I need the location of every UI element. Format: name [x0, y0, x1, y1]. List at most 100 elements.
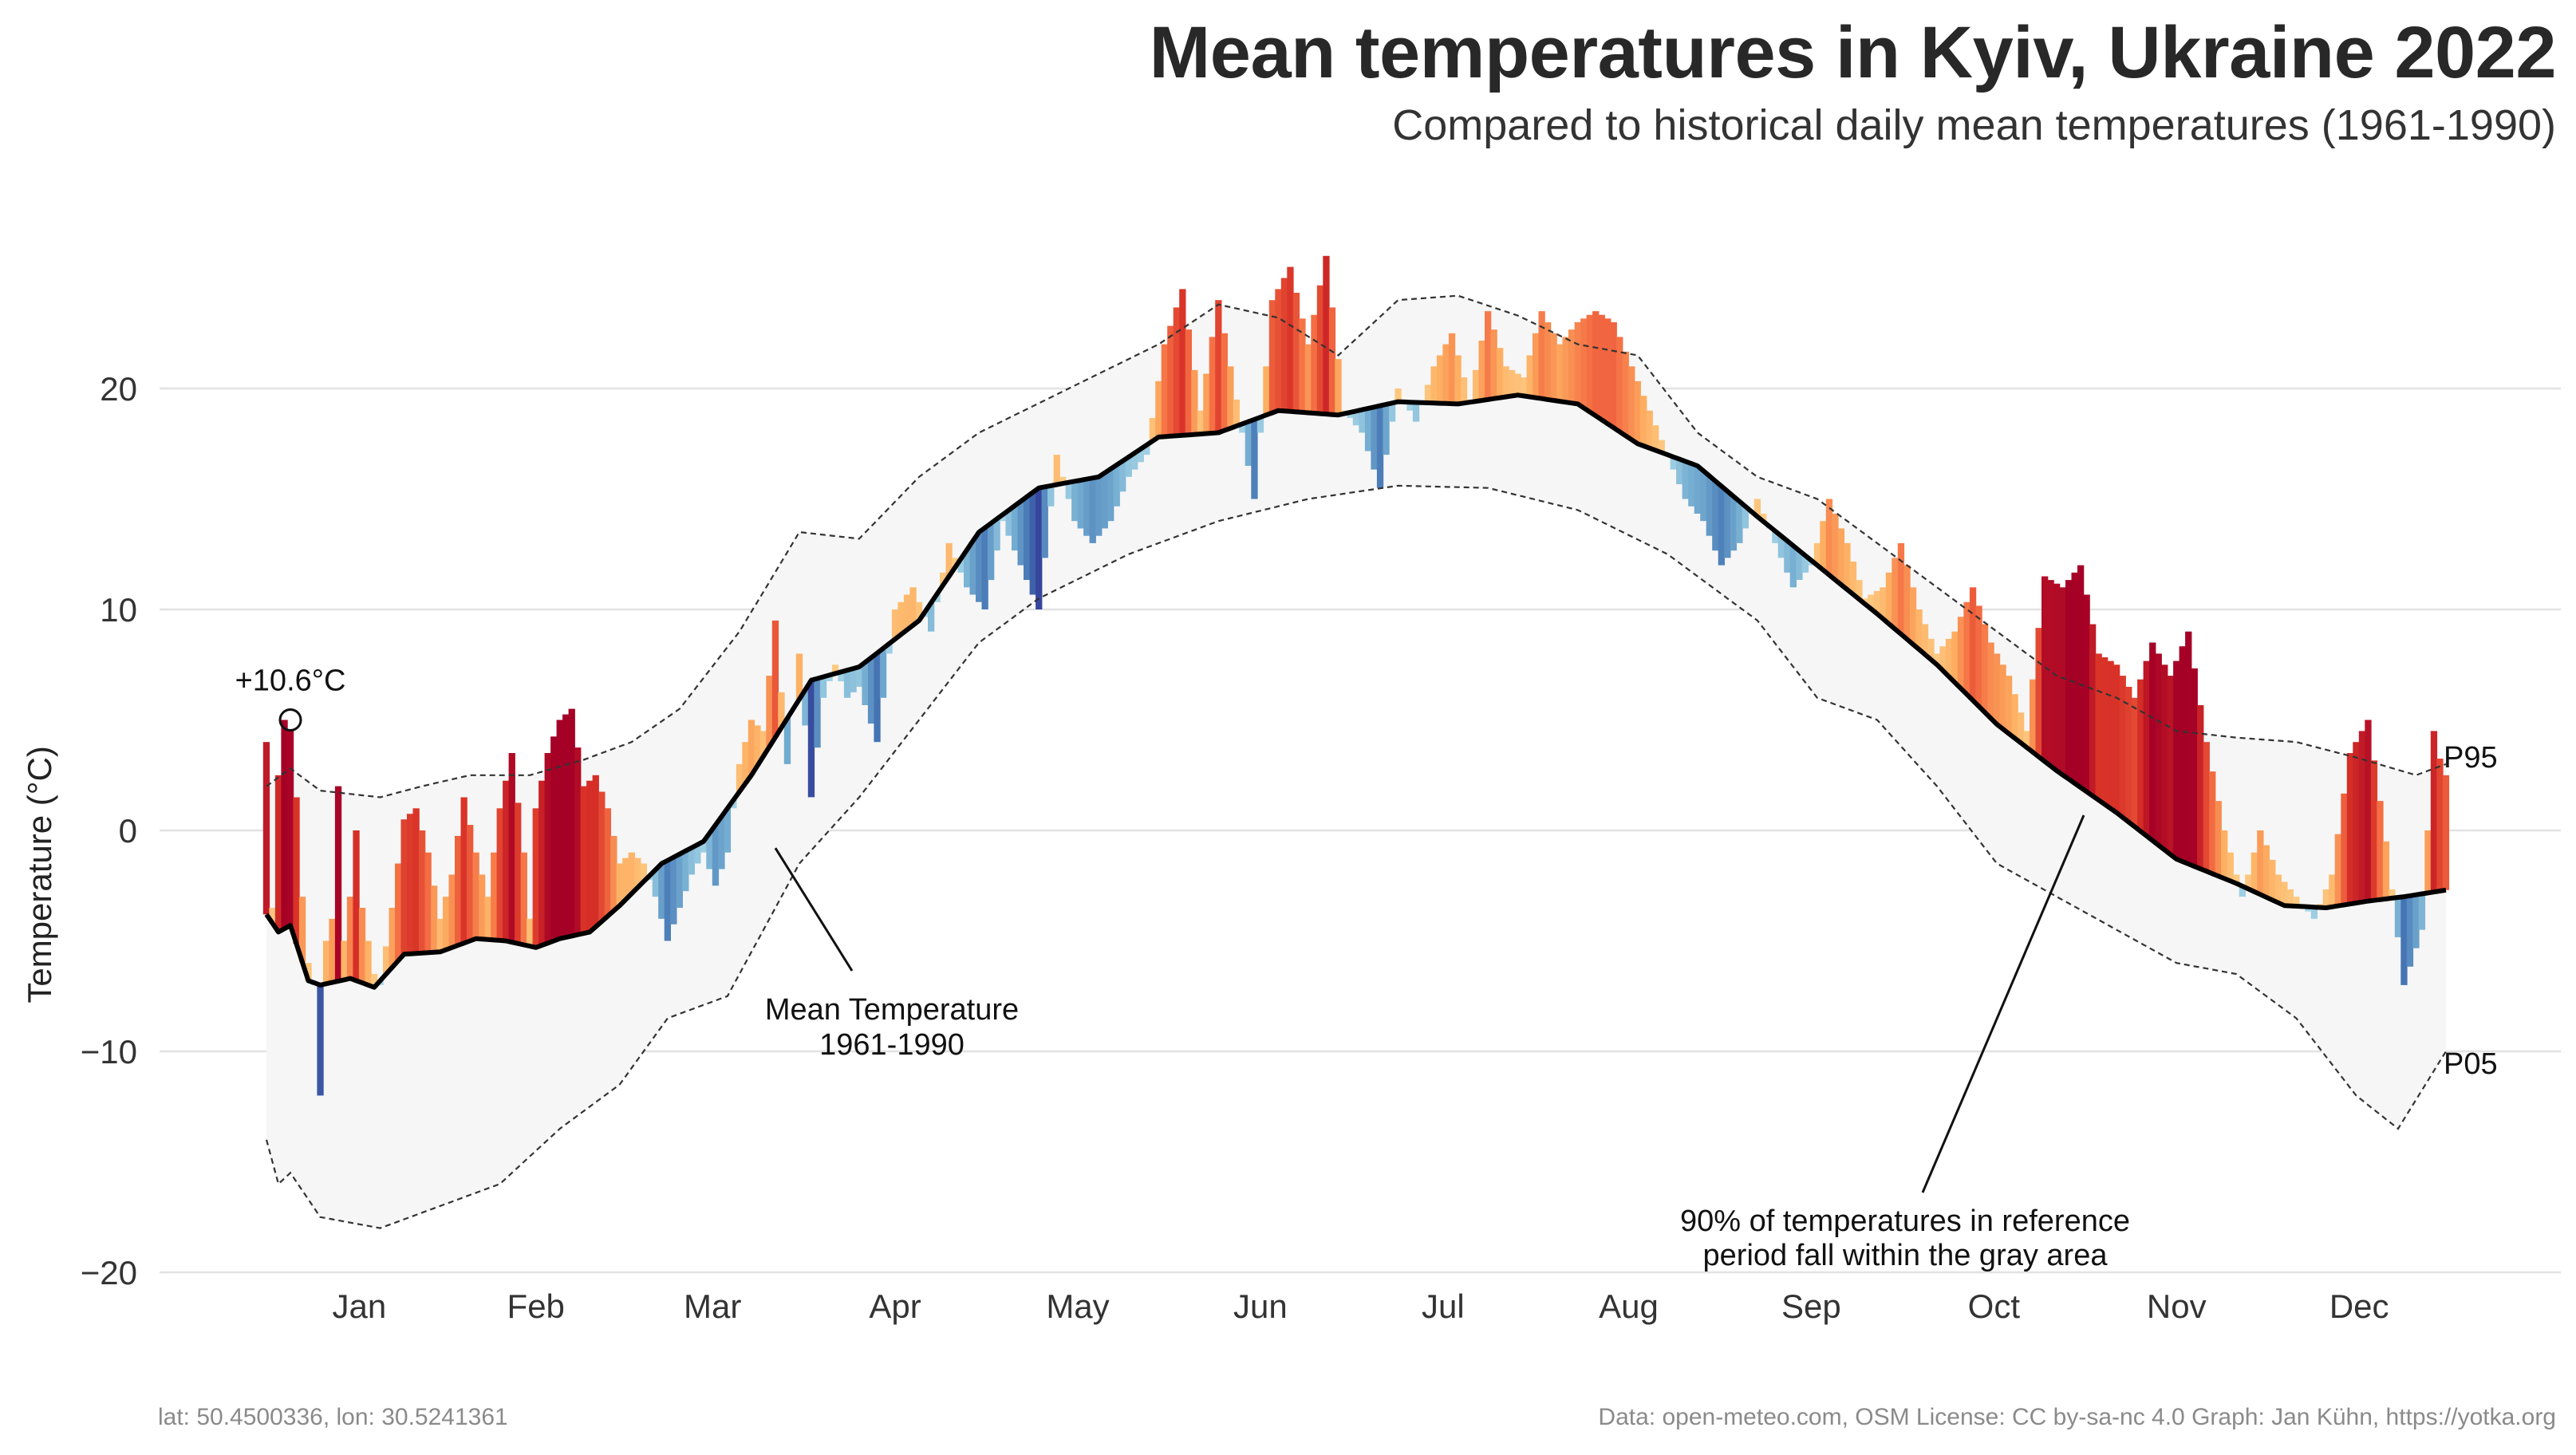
daily-anomaly-bar: [1670, 456, 1677, 470]
daily-anomaly-bar: [1371, 407, 1378, 470]
daily-anomaly-bar: [2047, 580, 2054, 767]
daily-anomaly-bar: [1101, 472, 1108, 529]
daily-anomaly-bar: [1832, 514, 1839, 580]
x-tick-label-sep: Sep: [1781, 1287, 1841, 1325]
daily-anomaly-bar: [1490, 329, 1497, 399]
daily-anomaly-bar: [2119, 676, 2126, 818]
daily-anomaly-bar: [1939, 646, 1947, 671]
daily-anomaly-bar: [1454, 355, 1462, 404]
daily-anomaly-bar: [2161, 664, 2168, 850]
daily-anomaly-bar: [2322, 889, 2329, 908]
daily-anomaly-bar: [1736, 501, 1743, 543]
daily-anomaly-bar: [2346, 753, 2354, 905]
daily-anomaly-bar: [2011, 694, 2018, 739]
daily-anomaly-bar: [2334, 834, 2341, 906]
daily-anomaly-bar: [640, 863, 647, 882]
daily-anomaly-bar: [2269, 859, 2276, 901]
daily-anomaly-bar: [616, 863, 623, 906]
daily-anomaly-bar: [1335, 359, 1342, 416]
daily-anomaly-bar: [2083, 594, 2090, 792]
daily-anomaly-bar: [664, 860, 671, 941]
daily-anomaly-bar: [1131, 452, 1138, 470]
daily-anomaly-bar: [274, 775, 282, 933]
daily-anomaly-bar: [1017, 501, 1024, 566]
x-tick-label-jan: Jan: [332, 1287, 386, 1325]
daily-anomaly-bar: [2394, 897, 2402, 937]
daily-anomaly-bar: [718, 816, 725, 869]
daily-anomaly-bar: [1268, 300, 1276, 413]
daily-anomaly-bar: [2071, 572, 2078, 783]
y-tick-label: 10: [100, 591, 137, 629]
daily-anomaly-bar: [358, 908, 366, 984]
daily-anomaly-bar: [742, 742, 749, 784]
daily-anomaly-bar: [1497, 348, 1504, 398]
daily-anomaly-bar: [1622, 351, 1629, 436]
daily-anomaly-bar: [556, 720, 563, 939]
x-tick-label-dec: Dec: [2329, 1287, 2389, 1325]
daily-anomaly-bar: [604, 808, 611, 917]
daily-anomaly-bar: [940, 572, 947, 586]
daily-anomaly-bar: [370, 974, 378, 988]
daily-anomaly-bar: [2233, 874, 2240, 884]
daily-anomaly-bar: [976, 532, 983, 602]
daily-anomaly-bar: [448, 874, 456, 948]
daily-anomaly-bar: [2329, 874, 2336, 907]
daily-anomaly-bar: [2221, 830, 2228, 879]
daily-anomaly-bar: [2251, 852, 2258, 892]
daily-anomaly-bar: [706, 833, 713, 869]
daily-anomaly-bar: [1856, 580, 1863, 600]
daily-anomaly-bar: [515, 802, 522, 944]
daily-anomaly-bar: [407, 814, 414, 954]
daily-anomaly-bar: [2353, 742, 2360, 903]
daily-anomaly-bar: [479, 874, 486, 940]
daily-anomaly-bar: [341, 940, 348, 980]
daily-anomaly-bar: [550, 736, 558, 941]
daily-anomaly-bar: [1251, 419, 1258, 499]
percentile-lines: [265, 294, 2447, 1229]
daily-anomaly-bar: [2245, 874, 2252, 889]
daily-anomaly-bar: [1682, 461, 1689, 499]
daily-anomaly-bar: [1574, 321, 1581, 404]
daily-anomaly-bar: [1885, 572, 1893, 625]
daily-anomaly-bar: [1352, 411, 1360, 426]
daily-anomaly-bar: [1233, 399, 1240, 427]
daily-anomaly-bar: [491, 852, 498, 940]
daily-anomaly-bar: [2030, 679, 2037, 752]
daily-anomaly-bar: [1311, 314, 1318, 414]
daily-anomaly-bar: [1137, 448, 1144, 463]
daily-anomaly-bar: [503, 780, 510, 941]
daily-anomaly-bar: [467, 825, 474, 941]
daily-anomaly-bar: [891, 609, 899, 640]
daily-anomaly-bar: [748, 720, 755, 775]
daily-anomaly-bar: [2059, 587, 2066, 775]
chart-title: Mean temperatures in Kyiv, Ukraine 2022: [1149, 12, 2557, 93]
daily-anomaly-bar: [1107, 468, 1114, 522]
daily-anomaly-bar: [346, 897, 354, 979]
daily-anomaly-bar: [2143, 660, 2150, 836]
x-tick-label-mar: Mar: [684, 1287, 741, 1325]
daily-anomaly-bar: [2113, 664, 2120, 813]
mean-label-line1: Mean Temperature: [765, 993, 1019, 1027]
daily-anomaly-bar: [1221, 333, 1228, 431]
daily-anomaly-bar: [1628, 366, 1635, 440]
daily-anomaly-bar: [2382, 841, 2390, 899]
daily-anomaly-bar: [322, 940, 330, 984]
daily-anomaly-bar: [1742, 506, 1749, 529]
daily-anomaly-bar: [1772, 530, 1779, 543]
daily-anomaly-bar: [2209, 771, 2216, 874]
daily-anomaly-bar: [1436, 355, 1444, 404]
daily-anomaly-bar: [759, 731, 767, 756]
daily-anomaly-bar: [1191, 369, 1198, 435]
daily-anomaly-bar: [2101, 657, 2109, 805]
y-axis-label: Temperature (°C): [21, 746, 58, 1004]
daily-anomaly-bar: [610, 835, 617, 911]
daily-anomaly-bar: [1125, 456, 1132, 477]
daily-anomaly-bar: [1909, 587, 1917, 645]
daily-anomaly-bar: [1478, 341, 1485, 400]
daily-anomaly-bar: [771, 620, 779, 738]
daily-anomaly-bar: [1868, 594, 1875, 609]
daily-anomaly-bar: [544, 753, 551, 944]
daily-anomaly-bar: [568, 708, 575, 936]
daily-anomaly-bar: [2155, 653, 2162, 846]
daily-anomaly-bar: [712, 825, 720, 886]
